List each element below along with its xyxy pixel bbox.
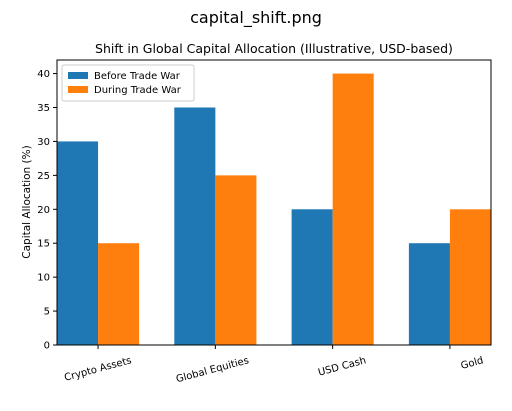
x-tick-label: USD Cash [317,355,367,378]
y-tick-label: 15 [37,239,50,250]
y-tick-label: 30 [37,137,50,148]
x-axis-ticks: Crypto Assets Global Equities USD Cash Gold [63,345,485,385]
bars-group [57,73,491,346]
y-tick-label: 40 [37,69,50,80]
bar-before-1 [174,107,216,345]
x-tick-label: Global Equities [175,355,250,385]
chart-title: Shift in Global Capital Allocation (Illu… [95,41,453,56]
bar-during-3 [449,209,491,345]
y-axis-label: Capital Allocation (%) [21,145,33,258]
x-tick-label: Gold [460,355,485,372]
y-tick-label: 5 [44,307,50,318]
y-tick-label: 25 [37,171,50,182]
bar-before-3 [408,243,450,345]
bar-during-0 [98,243,140,345]
y-axis-ticks: 0 5 10 15 20 25 30 35 40 [37,69,57,352]
x-tick-label: Crypto Assets [63,355,133,384]
legend-swatch-0 [68,72,88,79]
bar-during-2 [332,73,374,346]
legend-box [61,64,195,102]
bar-before-2 [291,209,333,345]
bar-before-0 [57,141,99,345]
page-title: capital_shift.png [190,8,322,27]
legend-label-1: During Trade War [94,85,182,96]
y-tick-label: 0 [44,341,50,352]
bar-during-1 [215,175,257,345]
y-tick-label: 20 [37,205,50,216]
plot-frame [56,59,492,346]
y-tick-label: 35 [37,103,50,114]
y-tick-label: 10 [37,273,50,284]
legend-swatch-1 [68,86,88,93]
legend-label-0: Before Trade War [94,71,181,82]
legend: Before Trade War During Trade War [61,64,195,102]
